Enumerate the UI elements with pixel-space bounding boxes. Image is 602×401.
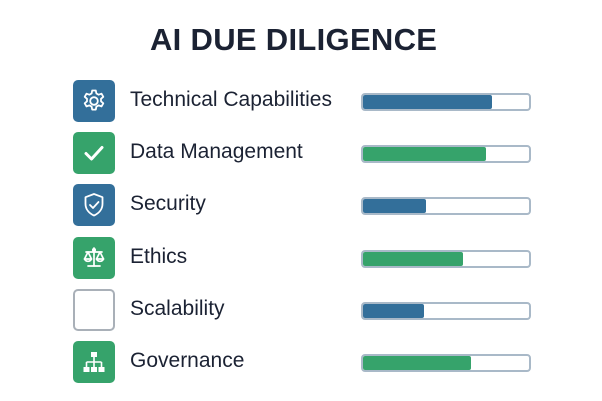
hierarchy-icon xyxy=(73,341,115,383)
category-row-ethics: Ethics xyxy=(0,237,602,281)
shield-check-icon xyxy=(73,184,115,226)
category-label: Scalability xyxy=(130,297,225,320)
progress-fill xyxy=(363,356,471,370)
progress-track xyxy=(361,354,531,372)
category-row-data-management: Data Management xyxy=(0,132,602,176)
category-row-scalability: Scalability xyxy=(0,289,602,333)
progress-fill xyxy=(363,95,493,109)
category-label: Data Management xyxy=(130,140,303,163)
progress-track xyxy=(361,302,531,320)
progress-track xyxy=(361,93,531,111)
progress-track xyxy=(361,250,531,268)
gear-icon xyxy=(73,80,115,122)
progress-fill xyxy=(363,199,427,213)
progress-track xyxy=(361,197,531,215)
progress-track xyxy=(361,145,531,163)
category-label: Ethics xyxy=(130,245,188,268)
category-label: Technical Capabilities xyxy=(130,88,332,111)
empty-box-icon xyxy=(73,289,115,331)
page-title: AI DUE DILIGENCE xyxy=(150,22,438,57)
category-row-security: Security xyxy=(0,184,602,228)
progress-fill xyxy=(363,147,486,161)
scales-icon xyxy=(73,237,115,279)
progress-fill xyxy=(363,304,425,318)
category-label: Governance xyxy=(130,349,245,372)
category-row-governance: Governance xyxy=(0,341,602,385)
category-row-technical-capabilities: Technical Capabilities xyxy=(0,80,602,124)
category-label: Security xyxy=(130,192,206,215)
checkmark-icon xyxy=(73,132,115,174)
progress-fill xyxy=(363,252,463,266)
